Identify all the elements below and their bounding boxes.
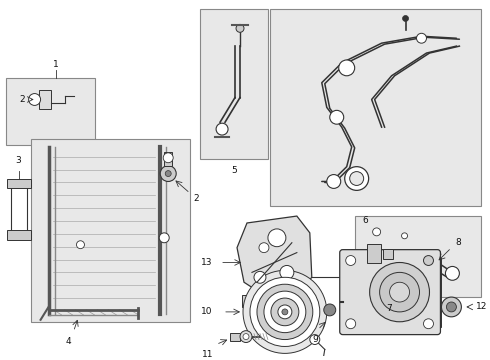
Bar: [242, 295, 312, 307]
Circle shape: [278, 305, 292, 319]
Circle shape: [259, 243, 269, 253]
Circle shape: [159, 233, 169, 243]
Circle shape: [339, 60, 355, 76]
Circle shape: [369, 262, 429, 322]
Circle shape: [380, 273, 419, 312]
Circle shape: [441, 297, 462, 317]
Text: 9: 9: [312, 335, 318, 344]
Circle shape: [423, 319, 434, 329]
Circle shape: [216, 123, 228, 135]
Circle shape: [330, 111, 343, 124]
Circle shape: [310, 334, 320, 345]
Text: 3: 3: [16, 156, 22, 165]
Circle shape: [346, 319, 356, 329]
Bar: [270, 9, 481, 206]
Text: 4: 4: [66, 337, 72, 346]
Bar: [30, 139, 190, 322]
Text: 2: 2: [20, 95, 25, 104]
Circle shape: [240, 330, 252, 342]
Text: 12: 12: [476, 302, 487, 311]
Bar: [200, 9, 268, 159]
Circle shape: [416, 33, 426, 43]
Circle shape: [445, 266, 460, 280]
Circle shape: [257, 284, 313, 339]
Circle shape: [346, 256, 356, 265]
Text: 6: 6: [363, 216, 368, 225]
Bar: [230, 333, 240, 341]
Text: 1: 1: [52, 60, 58, 69]
Bar: [7, 230, 30, 240]
Text: 8: 8: [456, 238, 461, 247]
Circle shape: [403, 15, 409, 22]
Circle shape: [327, 175, 341, 188]
Circle shape: [390, 282, 410, 302]
Circle shape: [160, 166, 176, 181]
Circle shape: [268, 229, 286, 247]
Circle shape: [280, 265, 294, 279]
Bar: [355, 216, 481, 297]
Circle shape: [243, 334, 249, 339]
FancyBboxPatch shape: [340, 249, 441, 334]
Circle shape: [282, 309, 288, 315]
Circle shape: [28, 94, 41, 105]
Bar: [164, 152, 172, 166]
Bar: [367, 244, 381, 264]
Text: 11: 11: [202, 350, 214, 359]
Circle shape: [76, 241, 84, 249]
Polygon shape: [237, 216, 312, 297]
Circle shape: [345, 167, 368, 190]
Bar: [6, 78, 96, 145]
Text: 13: 13: [201, 258, 213, 267]
Circle shape: [423, 256, 434, 265]
Circle shape: [446, 302, 456, 312]
Circle shape: [243, 270, 327, 354]
Text: 2: 2: [194, 194, 199, 203]
Text: 10: 10: [201, 307, 213, 316]
Circle shape: [271, 298, 299, 326]
Circle shape: [324, 304, 336, 316]
Circle shape: [236, 24, 244, 32]
Text: 5: 5: [231, 166, 237, 175]
Bar: [383, 249, 392, 258]
Circle shape: [254, 271, 266, 283]
Circle shape: [350, 172, 364, 185]
Circle shape: [401, 233, 408, 239]
Bar: [7, 179, 30, 188]
Circle shape: [163, 153, 173, 163]
Bar: [11, 184, 26, 233]
Bar: [39, 90, 50, 109]
Text: 7: 7: [387, 305, 392, 314]
Circle shape: [165, 171, 171, 176]
Circle shape: [264, 291, 306, 333]
Circle shape: [372, 228, 381, 236]
Circle shape: [250, 277, 320, 346]
Bar: [421, 257, 441, 327]
